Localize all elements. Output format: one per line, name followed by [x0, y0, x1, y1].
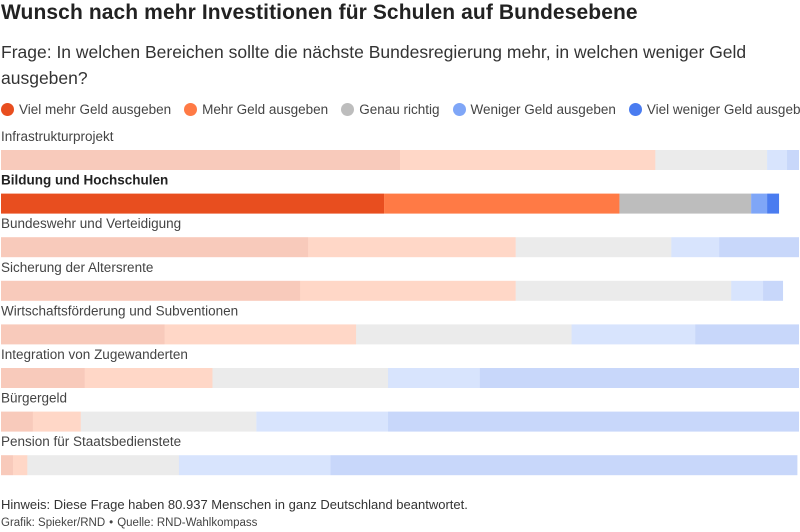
bar-segment-4-0 [1, 324, 165, 345]
category-label-4: Wirtschaftsförderung und Subventionen [1, 303, 238, 318]
bar-segment-0-4 [787, 150, 799, 170]
bar-segment-7-1 [12, 455, 28, 476]
legend-label-0: Viel mehr Geld ausgeben [19, 101, 172, 117]
legend-swatch-3 [452, 102, 466, 116]
category-label-1: Bildung und Hochschulen [1, 173, 168, 188]
legend-item-0: Viel mehr Geld ausgeben [1, 102, 171, 117]
category-label-5: Integration von Zugewanderten [1, 347, 188, 362]
footer-credit: Grafik: Spieker/RND • Quelle: RND-Wahlkomp… [1, 517, 257, 529]
legend-swatch-1 [184, 102, 198, 116]
bar-segment-3-3 [731, 280, 764, 301]
bar-segment-0-0 [1, 150, 400, 170]
bar-segment-2-3 [671, 237, 720, 258]
bar-segment-1-4 [767, 193, 780, 214]
bar-segment-6-3 [256, 411, 389, 432]
bar-segment-2-4 [719, 237, 799, 258]
legend-label-3: Weniger Geld ausgeben [470, 101, 616, 117]
bar-segment-6-1 [32, 411, 81, 432]
bar-segment-6-0 [1, 411, 33, 432]
bar-segment-1-2 [619, 193, 752, 214]
category-label-2: Bundeswehr und Verteidigung [1, 216, 181, 231]
bar-segment-3-0 [1, 280, 301, 301]
bar-segment-5-3 [388, 368, 480, 388]
bar-segment-5-1 [84, 368, 213, 388]
category-label-7: Pension für Staatsbedienstete [1, 434, 181, 449]
bar-segment-2-2 [515, 237, 672, 258]
footer-note: Hinweis: Diese Frage haben 80.937 Mensch… [1, 497, 468, 512]
bar-segment-3-4 [763, 280, 784, 301]
category-label-3: Sicherung der Altersrente [1, 260, 153, 275]
bar-segment-4-1 [164, 324, 357, 345]
legend-swatch-0 [1, 102, 14, 116]
chart-subtitle: Frage: In welchen Bereichen sollte die n… [1, 42, 747, 88]
bar-segment-4-3 [571, 324, 696, 345]
legend-item-2: Genau richtig [341, 101, 440, 117]
legend-item-3: Weniger Geld ausgeben [452, 101, 616, 117]
bar-segment-7-4 [330, 455, 798, 476]
bar-segment-0-1 [400, 150, 656, 170]
bar-segment-5-4 [479, 368, 799, 388]
legend-label-1: Mehr Geld ausgeben [202, 101, 329, 117]
bar-segment-6-4 [388, 411, 799, 432]
bar-segment-0-2 [655, 150, 768, 170]
bar-segment-5-0 [1, 368, 85, 388]
bar-segment-4-2 [356, 324, 572, 345]
credit-separator: • [109, 517, 114, 529]
credit-graphic: Grafik: Spieker/RND [1, 517, 106, 529]
bar-segment-1-3 [751, 193, 768, 214]
legend-label-2: Genau richtig [359, 101, 440, 117]
bar-segment-5-2 [212, 368, 389, 388]
chart-title: Wunsch nach mehr Investitionen für Schul… [1, 1, 638, 24]
credit-source: Quelle: RND-Wahlkompass [117, 517, 258, 529]
category-label-0: Infrastrukturprojekt [1, 129, 114, 144]
bar-segment-2-0 [1, 237, 309, 258]
bar-segment-7-2 [27, 455, 179, 476]
category-label-6: Bürgergeld [1, 391, 67, 406]
legend-label-4: Viel weniger Geld ausgeben [646, 101, 800, 117]
bar-segment-3-2 [515, 280, 732, 301]
legend-item-4: Viel weniger Geld ausgeben [628, 101, 800, 117]
bar-segment-6-2 [80, 411, 257, 432]
bar-segment-7-0 [1, 455, 13, 476]
legend-swatch-4 [628, 102, 642, 116]
legend: Viel mehr Geld ausgeben Mehr Geld ausgebe… [1, 100, 800, 118]
bar-segment-2-1 [308, 237, 516, 258]
bar-segment-7-3 [178, 455, 331, 476]
legend-item-1: Mehr Geld ausgeben [184, 102, 328, 117]
bar-segment-1-0 [1, 193, 385, 214]
bar-segment-3-1 [300, 280, 516, 301]
bar-segment-4-4 [695, 324, 799, 345]
legend-swatch-2 [341, 102, 355, 116]
bar-segment-1-1 [384, 193, 620, 214]
bar-segment-0-3 [767, 150, 788, 170]
